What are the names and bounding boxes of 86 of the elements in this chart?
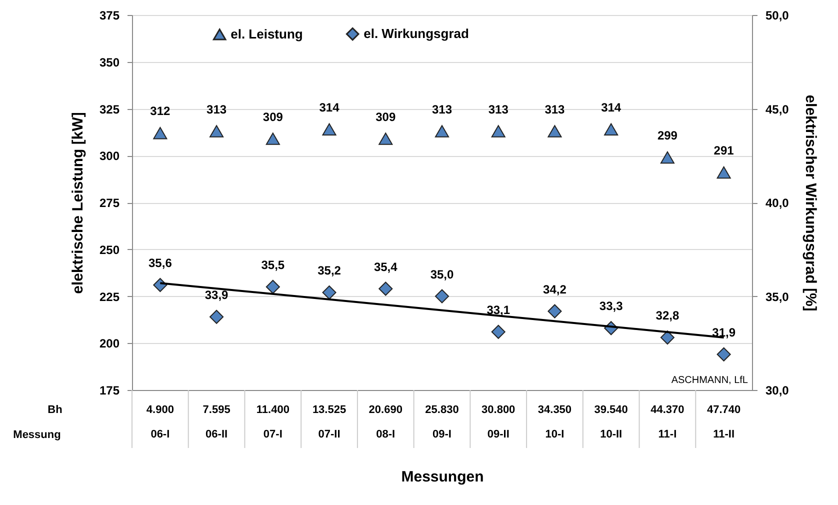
text: 13.525 bbox=[312, 404, 346, 416]
x-axis-title: Messungen bbox=[401, 468, 484, 486]
data-label: 313 bbox=[544, 102, 566, 116]
x-tick-label: 10-II bbox=[600, 428, 622, 440]
text: 34.350 bbox=[538, 404, 572, 416]
point bbox=[548, 125, 562, 138]
y2-tick-label: 40,0 bbox=[766, 196, 790, 210]
data-label: 35,4 bbox=[374, 260, 398, 274]
y-tick-label: 250 bbox=[99, 242, 120, 257]
data-label: 35,6 bbox=[148, 256, 172, 270]
y2-tick-label: 35,0 bbox=[766, 290, 790, 304]
point bbox=[660, 151, 674, 164]
point bbox=[210, 125, 224, 138]
data-label: 314 bbox=[601, 100, 622, 114]
legend-label: el. Leistung bbox=[230, 26, 303, 42]
data-label: 33,9 bbox=[204, 288, 229, 302]
y-tick-label: 375 bbox=[99, 8, 120, 22]
y-tick-label: 200 bbox=[99, 336, 120, 351]
x-tick-label: 09-I bbox=[432, 428, 452, 440]
text: 20.690 bbox=[368, 404, 402, 416]
point bbox=[716, 347, 731, 362]
point bbox=[491, 324, 506, 339]
data-label: 313 bbox=[206, 102, 227, 116]
data-label: 34,2 bbox=[543, 282, 567, 296]
point bbox=[378, 282, 393, 296]
annotation: ASCHMANN, LfL bbox=[671, 375, 748, 386]
x-tick-label: 11-II bbox=[713, 428, 735, 440]
point bbox=[210, 310, 224, 324]
x-tick-label: 07-I bbox=[263, 428, 282, 440]
point bbox=[266, 132, 280, 145]
y-tick-label: 225 bbox=[99, 290, 120, 304]
x-tick-label: 10-I bbox=[545, 428, 564, 440]
point bbox=[322, 285, 336, 300]
point bbox=[491, 125, 506, 138]
data-label: 35,0 bbox=[430, 267, 454, 282]
text: 30.800 bbox=[482, 404, 516, 416]
x-tick-label: 09-II bbox=[487, 428, 510, 440]
x-tick-label: 07-II bbox=[318, 428, 340, 440]
text: 25.830 bbox=[425, 404, 459, 416]
data-label: 35,2 bbox=[318, 264, 342, 278]
data-label: 313 bbox=[432, 102, 452, 116]
y2-tick-label: 50,0 bbox=[766, 8, 790, 22]
data-label: 314 bbox=[319, 100, 340, 114]
text: 7.595 bbox=[202, 404, 230, 416]
text: 11.400 bbox=[256, 404, 290, 416]
text: 44.370 bbox=[650, 404, 684, 416]
text: Messung bbox=[13, 429, 61, 441]
data-label: 33,3 bbox=[599, 299, 624, 314]
x-tick-label: 06-I bbox=[150, 428, 170, 440]
data-label: 312 bbox=[150, 104, 171, 118]
text: Bh bbox=[48, 404, 63, 416]
data-label: 33,1 bbox=[486, 302, 510, 317]
y2-tick-label: 30,0 bbox=[766, 384, 790, 398]
text: 4.900 bbox=[146, 404, 174, 416]
point bbox=[378, 132, 393, 145]
point bbox=[434, 125, 450, 138]
point bbox=[660, 330, 674, 345]
y2-axis-title: elektrischer Wirkungsgrad [%] bbox=[802, 94, 819, 312]
point bbox=[716, 166, 731, 179]
data-label: 291 bbox=[714, 144, 734, 158]
y-tick-label: 300 bbox=[99, 149, 120, 164]
x-tick-label: 11-I bbox=[658, 428, 677, 440]
y2-tick-label: 45,0 bbox=[766, 102, 790, 116]
x-tick-label: 06-II bbox=[206, 428, 228, 440]
point bbox=[322, 123, 336, 136]
point bbox=[604, 123, 618, 136]
data-label: 309 bbox=[262, 110, 284, 124]
point bbox=[548, 304, 562, 318]
y-tick-label: 325 bbox=[99, 102, 120, 116]
text: 47.740 bbox=[706, 404, 741, 416]
text: 39.540 bbox=[594, 404, 628, 416]
legend-label: el. Wirkungsgrad bbox=[364, 26, 470, 42]
y-axis-title: elektrische Leistung [kW] bbox=[69, 112, 86, 294]
data-label: 309 bbox=[376, 110, 396, 124]
point bbox=[266, 280, 280, 294]
y-tick-label: 175 bbox=[99, 384, 120, 398]
point bbox=[153, 126, 168, 140]
data-label: 32,8 bbox=[656, 308, 680, 322]
point bbox=[434, 289, 450, 304]
y-tick-label: 350 bbox=[99, 55, 120, 70]
data-label: 313 bbox=[488, 102, 509, 116]
x-tick-label: 08-I bbox=[376, 428, 396, 440]
data-label: 299 bbox=[657, 128, 678, 142]
data-label: 35,5 bbox=[261, 258, 285, 272]
y-tick-label: 275 bbox=[99, 196, 120, 210]
data-label: 31,9 bbox=[712, 325, 736, 340]
